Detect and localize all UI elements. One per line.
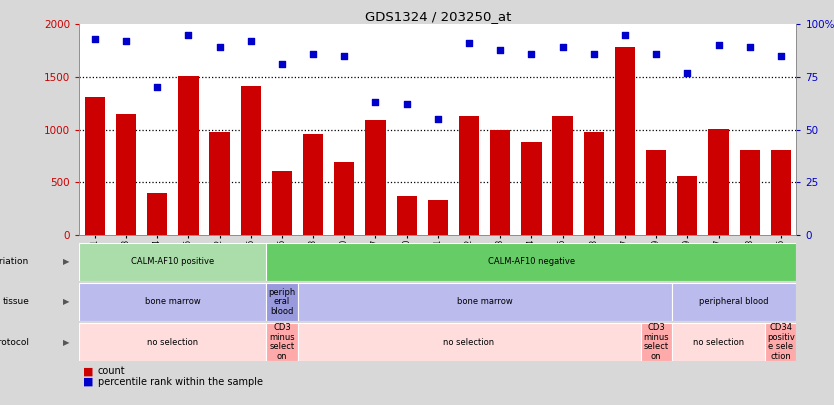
Bar (334, 162, 354, 235)
Bar (641, 323, 671, 361)
Bar (459, 116, 480, 235)
Point (244, 38, 258, 45)
Bar (615, 47, 635, 235)
Bar (428, 200, 448, 235)
Text: tissue: tissue (3, 297, 29, 307)
Point (431, 116, 445, 122)
Bar (79, 283, 266, 321)
Text: CD3
minus
select
on: CD3 minus select on (643, 323, 669, 361)
Text: bone marrow: bone marrow (145, 297, 201, 307)
Point (681, 70, 694, 76)
Bar (266, 243, 796, 281)
Point (743, 44, 756, 51)
Point (774, 53, 787, 59)
Point (369, 99, 382, 105)
Text: no selection: no selection (444, 337, 495, 347)
Point (88, 36, 102, 42)
Point (556, 44, 570, 51)
Point (712, 42, 726, 49)
Point (119, 38, 133, 45)
Point (150, 84, 163, 91)
Text: CALM-AF10 negative: CALM-AF10 negative (488, 257, 575, 266)
Text: protocol: protocol (0, 337, 29, 347)
Text: ▶: ▶ (63, 297, 69, 307)
Bar (79, 323, 266, 361)
Bar (766, 323, 796, 361)
Text: bone marrow: bone marrow (457, 297, 513, 307)
Bar (552, 116, 573, 235)
Point (306, 51, 319, 57)
Point (462, 40, 475, 47)
Bar (671, 323, 766, 361)
Text: CALM-AF10 positive: CALM-AF10 positive (131, 257, 214, 266)
Text: genotype/variation: genotype/variation (0, 257, 29, 266)
Text: count: count (98, 367, 125, 376)
Bar (266, 283, 298, 321)
Bar (490, 130, 510, 235)
Bar (272, 171, 292, 235)
Point (182, 32, 195, 38)
Text: ■: ■ (83, 367, 94, 376)
Bar (240, 86, 261, 235)
Text: ■: ■ (83, 377, 94, 386)
Text: ▶: ▶ (63, 337, 69, 347)
Bar (646, 149, 666, 235)
Point (587, 51, 600, 57)
Point (213, 44, 226, 51)
Bar (677, 176, 697, 235)
Bar (740, 149, 760, 235)
Bar (85, 97, 105, 235)
Text: no selection: no selection (693, 337, 744, 347)
Text: percentile rank within the sample: percentile rank within the sample (98, 377, 263, 386)
Point (400, 101, 414, 108)
Point (275, 61, 289, 68)
Bar (396, 196, 417, 235)
Bar (266, 323, 298, 361)
Bar (671, 283, 796, 321)
Point (650, 51, 663, 57)
Title: GDS1324 / 203250_at: GDS1324 / 203250_at (364, 10, 511, 23)
Point (494, 46, 507, 53)
Text: periph
eral
blood: periph eral blood (269, 288, 295, 316)
Text: no selection: no selection (148, 337, 198, 347)
Bar (116, 114, 136, 235)
Bar (303, 134, 324, 235)
Point (618, 32, 631, 38)
Text: ▶: ▶ (63, 257, 69, 266)
Bar (584, 132, 604, 235)
Text: CD34
positiv
e sele
ction: CD34 positiv e sele ction (767, 323, 795, 361)
Bar (298, 323, 641, 361)
Bar (147, 193, 168, 235)
Bar (771, 149, 791, 235)
Bar (79, 243, 266, 281)
Point (525, 51, 538, 57)
Text: peripheral blood: peripheral blood (700, 297, 769, 307)
Bar (365, 120, 385, 235)
Bar (178, 76, 198, 235)
Bar (209, 132, 229, 235)
Bar (521, 142, 541, 235)
Bar (708, 128, 729, 235)
Point (338, 53, 351, 59)
Bar (298, 283, 671, 321)
Text: CD3
minus
select
on: CD3 minus select on (269, 323, 294, 361)
